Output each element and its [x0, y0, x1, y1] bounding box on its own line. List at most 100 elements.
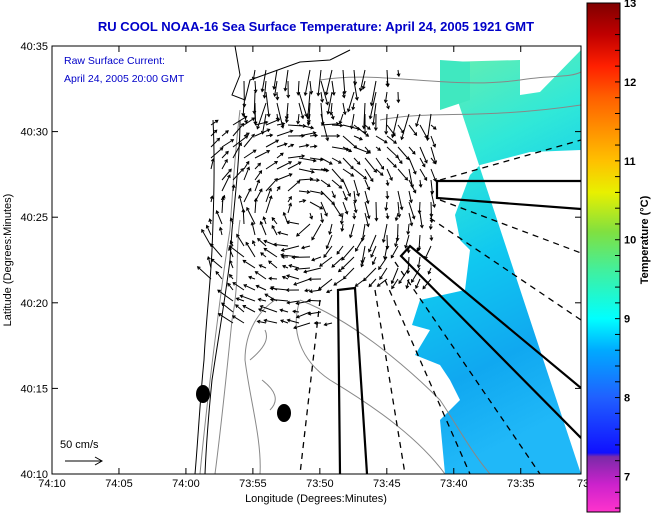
current-arrow: [254, 271, 267, 280]
y-tick-label: 40:15: [20, 383, 48, 395]
current-arrow: [218, 226, 223, 236]
current-arrow: [397, 124, 405, 134]
current-arrow: [258, 264, 267, 269]
current-arrow: [243, 132, 250, 137]
x-tick-label: 73:45: [373, 478, 401, 490]
current-arrow: [408, 157, 417, 175]
current-arrow: [419, 157, 426, 168]
current-arrow: [242, 80, 247, 108]
current-arrow: [397, 157, 403, 165]
colorbar-tick-label: 7: [624, 471, 630, 483]
current-arrow: [398, 267, 410, 285]
current-arrow: [416, 256, 421, 269]
current-arrow: [331, 179, 343, 189]
current-arrow: [210, 129, 218, 137]
x-tick-label: 73:55: [239, 478, 267, 490]
y-tick-label: 40:20: [20, 298, 48, 310]
current-arrow: [331, 168, 344, 183]
current-arrow: [353, 135, 363, 141]
current-arrow: [227, 282, 234, 291]
current-arrow: [307, 277, 322, 282]
current-arrow: [309, 80, 314, 95]
current-arrow: [429, 234, 434, 242]
current-arrow: [342, 146, 353, 153]
current-arrow: [243, 149, 257, 159]
current-arrow: [367, 234, 377, 253]
current-arrow: [352, 212, 357, 220]
colorbar-tick-label: 8: [624, 393, 630, 405]
current-arrow: [358, 69, 366, 92]
current-arrow: [422, 278, 432, 290]
current-arrow: [390, 267, 399, 285]
y-axis-label: Latitude (Degrees:Minutes): [2, 194, 14, 327]
y-tick-label: 40:30: [20, 127, 48, 139]
current-arrow: [221, 302, 234, 313]
current-arrow: [311, 223, 322, 241]
current-arrow: [243, 284, 256, 291]
current-arrow: [287, 195, 292, 203]
current-arrow: [342, 179, 351, 197]
current-arrow: [418, 179, 423, 188]
current-arrow: [229, 273, 234, 280]
current-arrow: [351, 102, 356, 111]
current-arrow: [287, 180, 301, 192]
current-arrow: [253, 197, 258, 214]
current-arrow: [296, 113, 301, 125]
current-arrow: [221, 130, 229, 137]
current-arrow: [272, 69, 278, 90]
current-arrow: [339, 212, 344, 225]
current-arrow: [287, 202, 293, 214]
current-arrow: [232, 135, 249, 148]
current-arrow: [229, 240, 234, 247]
current-arrow: [300, 245, 311, 250]
current-arrow: [281, 275, 289, 280]
current-arrow: [298, 157, 317, 163]
current-arrow: [232, 115, 248, 126]
current-arrow: [330, 113, 335, 120]
current-arrow: [415, 278, 421, 289]
current-arrow: [375, 157, 385, 170]
current-arrow: [378, 256, 388, 271]
current-arrow: [394, 212, 399, 222]
current-arrow: [323, 245, 333, 258]
current-arrow: [342, 157, 354, 170]
y-tick-label: 40:35: [20, 41, 48, 53]
current-arrow: [309, 144, 318, 149]
current-arrow: [250, 221, 256, 236]
current-arrow: [342, 267, 355, 280]
current-arrow: [342, 190, 348, 201]
current-arrow: [416, 245, 421, 252]
sst-patch: [440, 60, 470, 110]
current-arrow: [210, 147, 224, 159]
current-arrow: [386, 135, 397, 144]
current-arrow: [292, 309, 300, 314]
current-arrow: [384, 201, 389, 212]
current-arrow: [419, 124, 428, 139]
current-arrow: [317, 278, 333, 291]
current-arrow: [254, 120, 269, 126]
x-tick-label: 73:40: [440, 478, 468, 490]
current-arrow: [396, 91, 401, 104]
current-arrow: [325, 234, 333, 250]
current-arrow: [294, 267, 311, 272]
current-arrow: [353, 157, 361, 166]
current-arrow: [232, 167, 245, 181]
current-arrow: [210, 158, 215, 170]
current-arrow: [331, 201, 342, 218]
current-arrow: [313, 321, 322, 326]
current-arrow: [286, 80, 291, 99]
current-arrow: [210, 119, 219, 126]
current-arrow: [254, 162, 262, 170]
current-arrow: [243, 166, 251, 181]
x-tick-label: 73:35: [507, 478, 535, 490]
current-arrow: [430, 157, 437, 165]
current-arrow: [408, 190, 413, 204]
current-arrow: [364, 157, 377, 173]
current-arrow: [408, 124, 418, 136]
current-arrow: [298, 168, 315, 174]
current-arrow: [285, 288, 300, 293]
current-arrow: [275, 91, 280, 101]
current-arrow: [298, 124, 315, 130]
current-arrow: [349, 113, 355, 130]
current-arrow: [379, 267, 388, 281]
